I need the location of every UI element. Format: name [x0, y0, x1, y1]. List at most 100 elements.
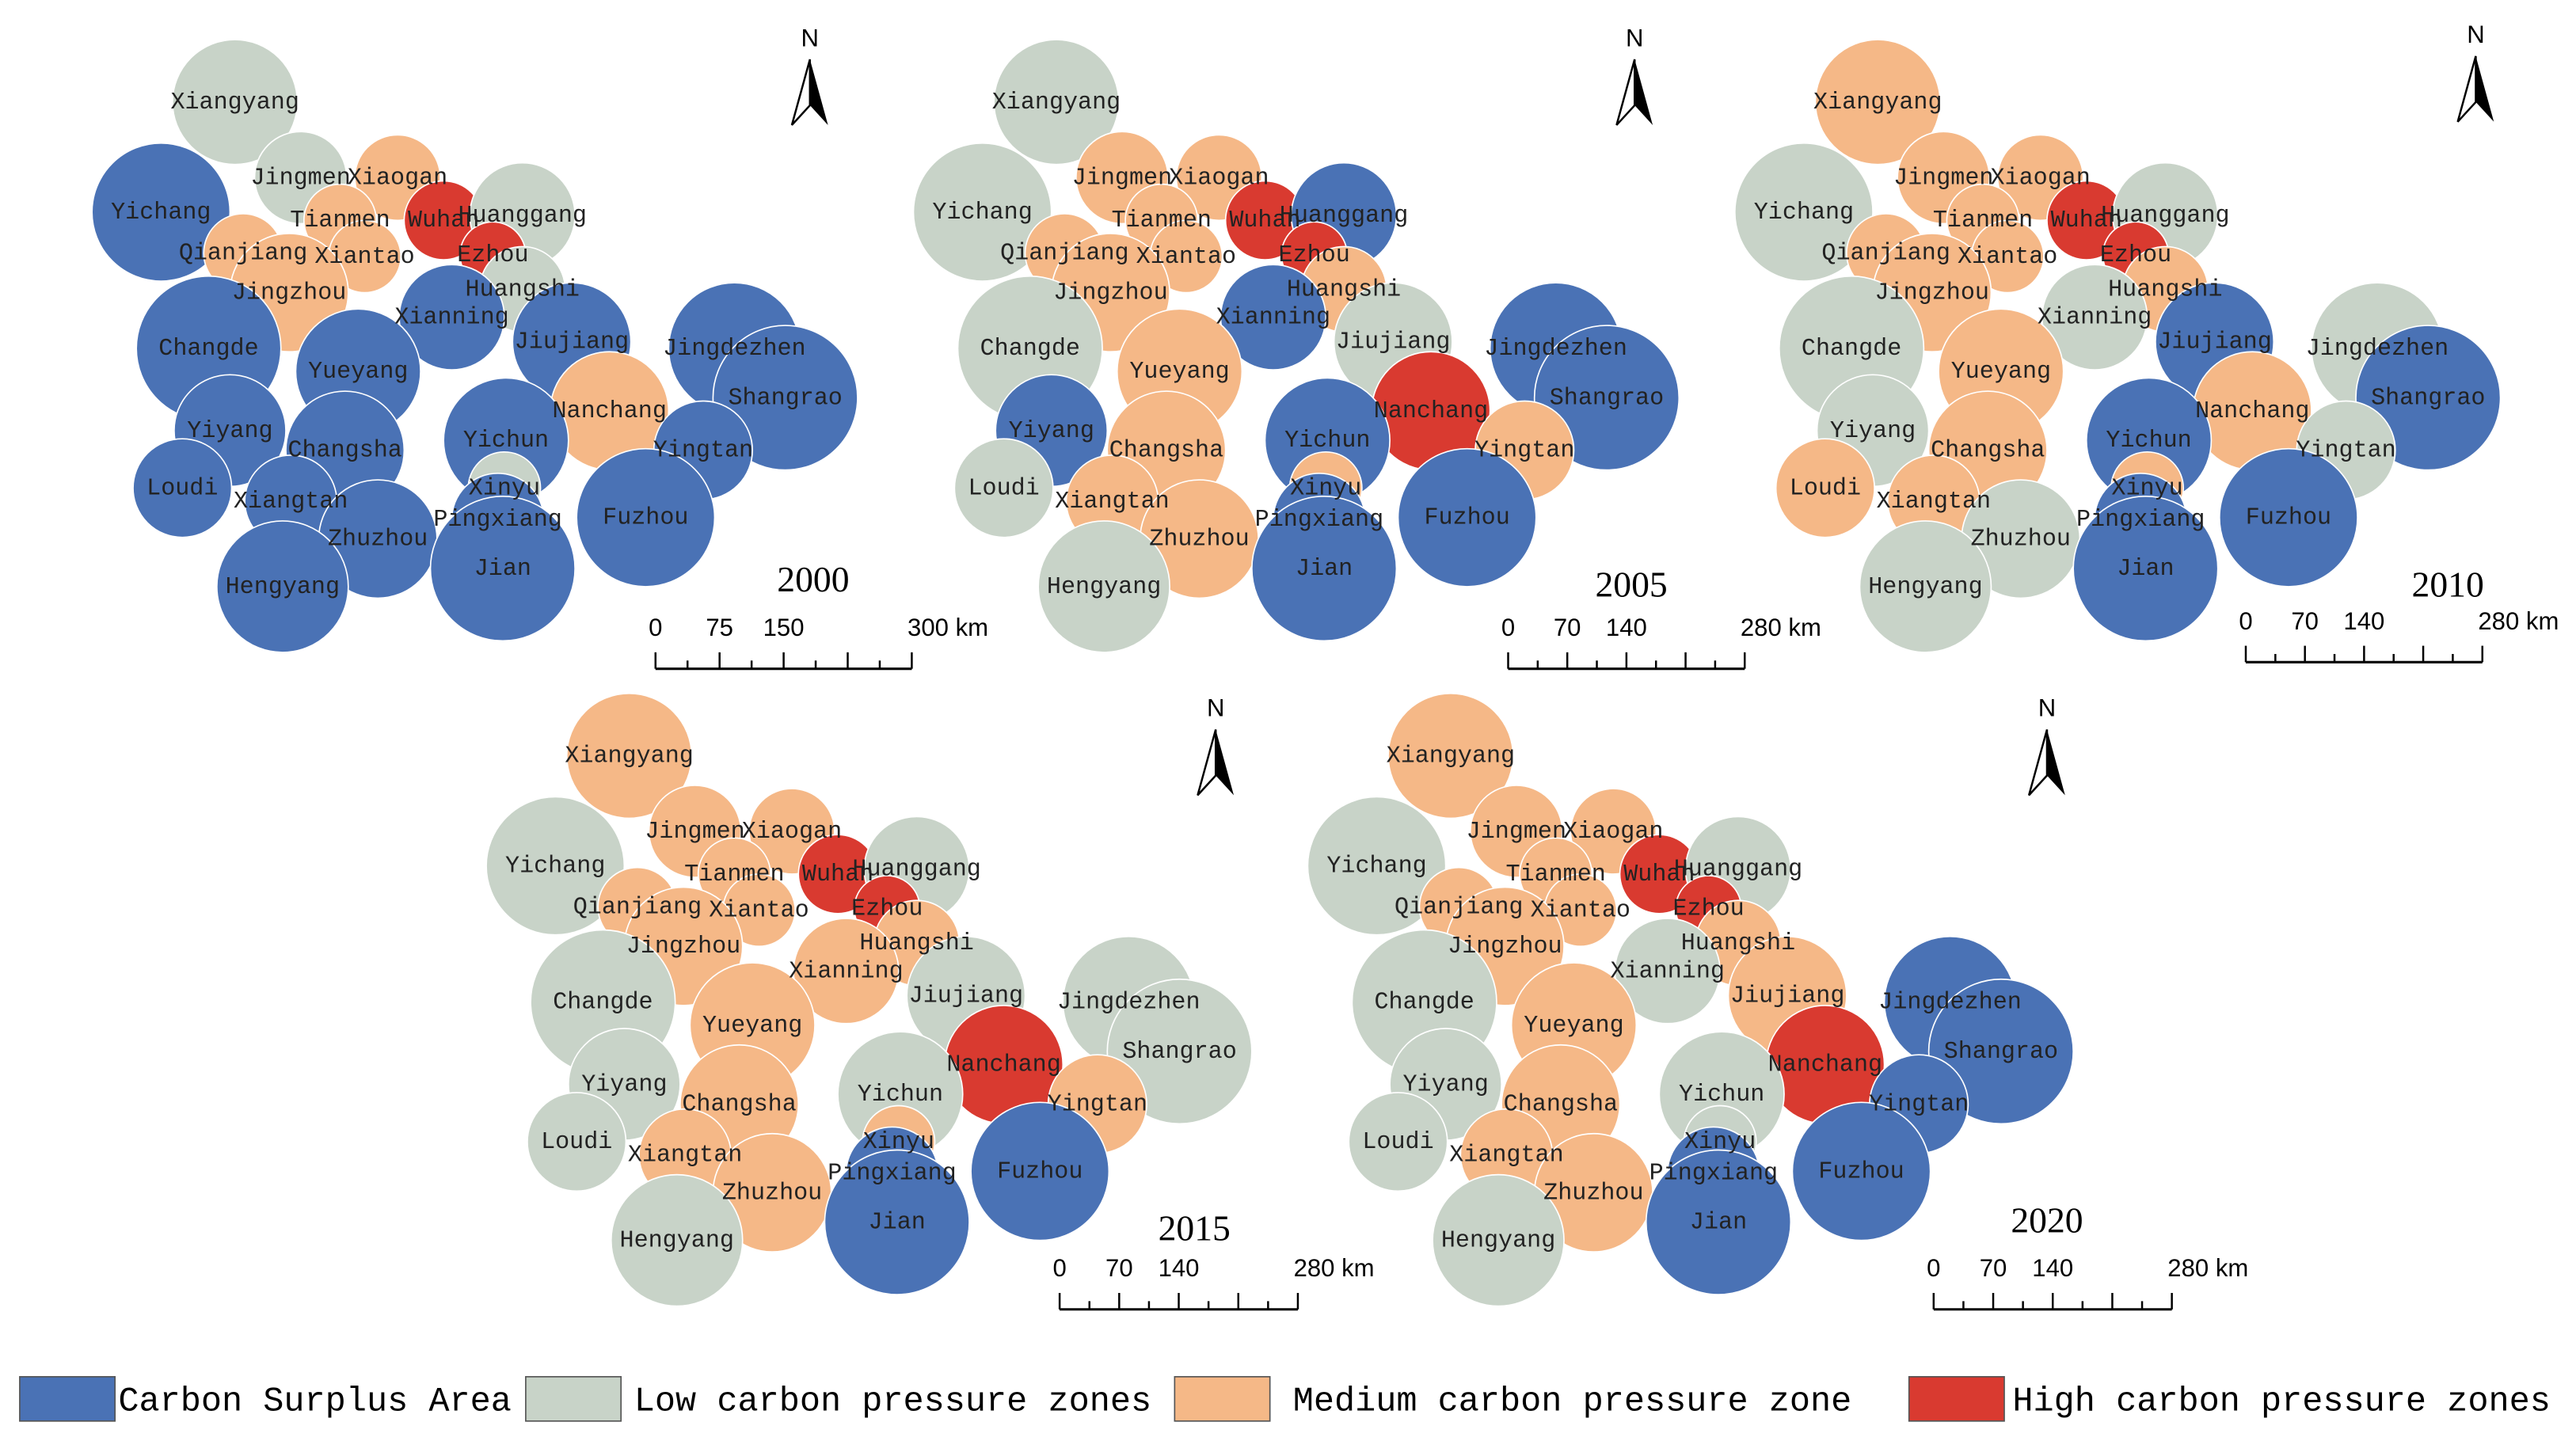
region: [398, 264, 505, 371]
city-label: Jingdezhen: [663, 336, 806, 363]
city-label: Jingmen: [645, 819, 744, 846]
city-label: Jiujiang: [515, 329, 629, 356]
scale-label: 0: [1052, 1254, 1066, 1282]
city-label: Xinyu: [469, 475, 540, 502]
city-label: Hengyang: [620, 1228, 734, 1255]
city-label: Yueyang: [308, 359, 408, 386]
north-label: N: [2038, 694, 2056, 722]
city-label: Shangrao: [2371, 385, 2485, 412]
scale-label: 140: [2343, 607, 2384, 635]
north-label: N: [1626, 24, 1643, 51]
scale-label: 0: [1501, 614, 1515, 641]
region: [1814, 39, 1941, 165]
city-label: Ezhou: [851, 895, 923, 922]
city-label: Tianmen: [1112, 207, 1212, 234]
city-label: Fuzhou: [1424, 505, 1509, 532]
city-label: Pingxiang: [433, 507, 561, 534]
city-label: Yueyang: [1524, 1013, 1623, 1040]
region: [2218, 447, 2358, 587]
scale-label: 70: [1554, 614, 1581, 641]
region: [527, 1092, 627, 1192]
region: [610, 1173, 744, 1307]
scale-label: 280 km: [2167, 1254, 2248, 1282]
city-label: Yingtan: [653, 438, 753, 465]
scale-label: 140: [1606, 614, 1647, 641]
region: [2041, 264, 2148, 371]
city-label: Yichun: [2106, 428, 2191, 454]
region: [824, 1149, 970, 1295]
city-label: Yiyang: [1830, 418, 1916, 445]
city-label: Shangrao: [1550, 385, 1664, 412]
city-label: Yichun: [1679, 1082, 1764, 1108]
city-label: Pingxiang: [1255, 507, 1383, 534]
region: [132, 438, 233, 538]
city-label: Xinyu: [1684, 1129, 1756, 1156]
city-label: Hengyang: [1868, 574, 1982, 601]
city-label: Loudi: [146, 475, 218, 502]
scale-label: 280 km: [1741, 614, 1821, 641]
city-label: Yingtan: [1048, 1091, 1147, 1118]
city-label: Wuhan: [1623, 861, 1695, 888]
city-label: Wuhan: [1229, 207, 1300, 234]
city-label: Nanchang: [2195, 398, 2309, 425]
city-label: Xianning: [1611, 958, 1725, 985]
city-label: Yichun: [463, 428, 549, 454]
region: [1251, 495, 1398, 642]
city-label: Jingdezhen: [2306, 336, 2449, 363]
city-label: Xiangtan: [628, 1143, 742, 1169]
region: [1791, 1101, 1931, 1241]
region: [1859, 520, 1992, 653]
city-label: Tianmen: [1505, 861, 1605, 888]
city-label: Yueyang: [1951, 359, 2051, 386]
city-label: Jingzhou: [1875, 280, 1989, 307]
city-label: Huangshi: [1681, 930, 1795, 957]
city-label: Loudi: [541, 1129, 612, 1156]
city-label: Changde: [1802, 336, 1901, 363]
city-label: Nanchang: [1374, 398, 1488, 425]
region: [91, 142, 231, 282]
legend-swatch: [1174, 1375, 1271, 1422]
city-label: Xiangtan: [1055, 489, 1169, 515]
region: [485, 796, 626, 936]
north-label: N: [2467, 21, 2484, 48]
region: [793, 918, 900, 1025]
city-label: Hengyang: [1047, 574, 1161, 601]
scale-label: 70: [1105, 1254, 1133, 1282]
city-label: Jian: [474, 556, 531, 583]
city-label: Tianmen: [1933, 207, 2033, 234]
city-label: Xinyu: [2111, 475, 2182, 502]
city-label: Xiaogan: [1169, 165, 1269, 192]
city-label: Jingdezhen: [1878, 990, 2022, 1017]
city-label: Ezhou: [1672, 895, 1744, 922]
city-label: Jingdezhen: [1484, 336, 1627, 363]
city-label: Xiaogan: [742, 819, 842, 846]
scale-label: 0: [2239, 607, 2252, 635]
legend-label: High carbon pressure zones: [2012, 1382, 2550, 1421]
region: [912, 142, 1052, 282]
city-label: Wuhan: [408, 207, 479, 234]
scale-label: 280 km: [2478, 607, 2559, 635]
city-label: Xiaogan: [1563, 819, 1663, 846]
city-label: Jingmen: [250, 165, 350, 192]
city-label: Xianning: [2038, 305, 2152, 332]
scale-label: 140: [1159, 1254, 1200, 1282]
region: [953, 438, 1054, 538]
north-label: N: [1207, 694, 1224, 722]
city-label: Fuzhou: [2246, 505, 2331, 532]
year-label: 2015: [1159, 1208, 1231, 1249]
legend-label: Carbon Surplus Area: [118, 1382, 512, 1421]
region: [172, 39, 299, 165]
city-label: Shangrao: [1944, 1039, 2058, 1066]
city-label: Jingdezhen: [1057, 990, 1200, 1017]
scale-label: 75: [706, 614, 733, 641]
city-label: Qianjiang: [1000, 241, 1128, 268]
city-label: Nanchang: [946, 1052, 1060, 1079]
legend-swatch: [19, 1375, 116, 1422]
city-label: Changde: [553, 990, 653, 1017]
north-label: N: [801, 24, 819, 51]
city-label: Jiujiang: [909, 983, 1023, 1009]
city-label: Pingxiang: [828, 1161, 956, 1188]
